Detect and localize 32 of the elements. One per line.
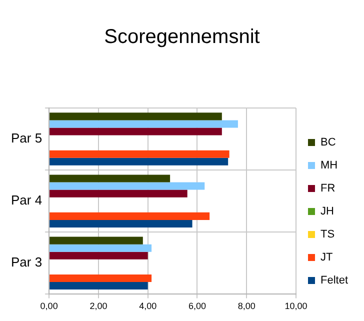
bar [50,174,170,182]
bar [50,182,205,190]
bar [50,236,143,244]
bar [50,128,222,136]
bar [50,158,228,166]
x-tick-label: 4,00 [139,301,157,312]
x-tick-label: 2,00 [90,301,108,312]
bar [50,244,152,252]
bar [50,252,148,260]
bar [50,220,192,228]
y-tick-label: Par 3 [10,254,42,270]
legend-label: JT [320,252,333,264]
x-tick-label: 10,00 [284,301,308,312]
x-tick-label: 0,00 [40,301,58,312]
bar [50,120,238,128]
legend-label: FR [320,182,336,195]
bar [50,112,222,120]
x-tick-label: 6,00 [188,301,206,312]
y-tick-label: Par 5 [10,130,42,146]
bar [50,274,152,282]
x-tick-label: 8,00 [238,301,256,312]
bar [50,282,148,290]
legend-label: MH [320,160,338,172]
bar [50,212,210,220]
bar [50,150,230,158]
legend-label: TS [320,228,335,241]
legend-label: JH [320,206,334,218]
y-tick-label: Par 4 [10,192,42,208]
legend-label: Feltet [320,274,348,287]
bar [50,190,188,198]
chart-title: Scoregennemsnit [103,26,261,49]
legend-label: BC [320,136,336,149]
